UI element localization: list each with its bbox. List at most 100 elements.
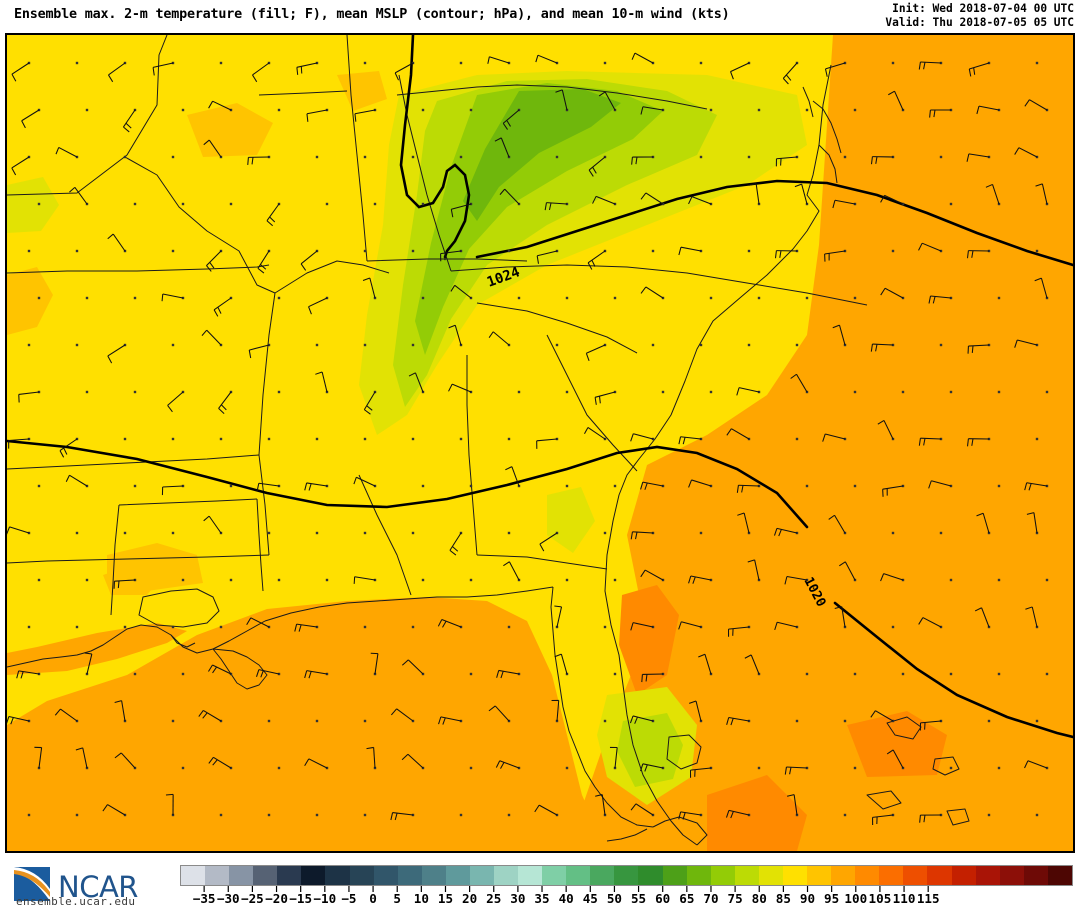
temp-fill-appalachian-core bbox=[415, 83, 663, 355]
colorbar-swatch bbox=[277, 866, 302, 885]
colorbar-swatch bbox=[855, 866, 880, 885]
grid-point bbox=[181, 766, 185, 770]
temp-fill-coastal-patch bbox=[547, 487, 595, 553]
colorbar-swatch bbox=[614, 866, 639, 885]
colorbar-swatch bbox=[421, 866, 446, 885]
grid-point bbox=[315, 531, 319, 535]
colorbar-tick-label: 45 bbox=[582, 891, 598, 906]
valid-time-stamp: Init: Wed 2018-07-04 00 UTC Valid: Thu 2… bbox=[885, 2, 1074, 29]
grid-point bbox=[507, 531, 511, 535]
grid-point bbox=[603, 625, 607, 629]
grid-point bbox=[27, 343, 31, 347]
temp-fill-appalachian-ridge bbox=[463, 89, 621, 221]
mslp-contour-1024-east bbox=[475, 179, 1073, 267]
grid-point bbox=[363, 531, 367, 535]
colorbar-tick-label: 15 bbox=[437, 891, 454, 906]
grid-point bbox=[363, 719, 367, 723]
colorbar-swatch bbox=[205, 866, 230, 885]
grid-point bbox=[939, 155, 943, 159]
grid-point bbox=[901, 390, 905, 394]
grid-point bbox=[315, 343, 319, 347]
colorbar-tick-label: 60 bbox=[655, 891, 671, 906]
grid-point bbox=[267, 719, 271, 723]
page-title: Ensemble max. 2-m temperature (fill; F),… bbox=[14, 7, 730, 22]
colorbar-swatch bbox=[518, 866, 543, 885]
colorbar-swatch bbox=[349, 866, 374, 885]
grid-point bbox=[229, 202, 233, 206]
grid-point bbox=[229, 578, 233, 582]
colorbar-swatch bbox=[542, 866, 567, 885]
grid-point bbox=[171, 343, 175, 347]
grid-point bbox=[997, 766, 1001, 770]
logo-wordmark: NCAR bbox=[58, 870, 138, 904]
logo-blue-top bbox=[14, 867, 50, 885]
site-url: ensemble.ucar.edu bbox=[16, 895, 136, 908]
grid-point bbox=[133, 296, 137, 300]
grid-point bbox=[603, 531, 607, 535]
ncar-logo[interactable]: NCAR bbox=[6, 859, 171, 911]
mslp-contour-1020-east bbox=[833, 601, 1073, 739]
grid-point bbox=[709, 108, 713, 112]
grid-point bbox=[853, 672, 857, 676]
grid-point bbox=[757, 766, 761, 770]
init-time-label: Init: Wed 2018-07-04 00 UTC bbox=[892, 2, 1074, 15]
grid-point bbox=[411, 531, 415, 535]
grid-point bbox=[613, 672, 617, 676]
temp-fill-cool-patch-w bbox=[7, 177, 59, 233]
colorbar-tick-label: −30 bbox=[216, 891, 240, 906]
grid-point bbox=[747, 343, 751, 347]
colorbar-tick-label: 80 bbox=[751, 891, 767, 906]
grid-point bbox=[469, 766, 473, 770]
temp-fill-gulf-west bbox=[7, 623, 187, 675]
grid-point bbox=[949, 672, 953, 676]
grid-point bbox=[421, 578, 425, 582]
temp-fill-atlantic bbox=[567, 35, 1073, 851]
colorbar-swatch bbox=[1023, 866, 1048, 885]
colorbar-swatch bbox=[397, 866, 422, 885]
grid-point bbox=[277, 108, 281, 112]
grid-point bbox=[85, 296, 89, 300]
grid-point bbox=[171, 155, 175, 159]
grid-point bbox=[75, 343, 79, 347]
colorbar-swatch bbox=[590, 866, 615, 885]
colorbar-tick-label: 65 bbox=[679, 891, 695, 906]
grid-point bbox=[651, 343, 655, 347]
map-panel[interactable]: 1024 1020 bbox=[5, 33, 1075, 853]
grid-point bbox=[411, 155, 415, 159]
grid-point bbox=[517, 390, 521, 394]
colorbar-swatch bbox=[951, 866, 976, 885]
temp-fill-gulf bbox=[7, 597, 607, 851]
colorbar-swatch bbox=[253, 866, 278, 885]
grid-point bbox=[229, 484, 233, 488]
colorbar-swatch bbox=[782, 866, 808, 885]
colorbar-swatch bbox=[807, 866, 832, 885]
grid-point bbox=[843, 719, 847, 723]
grid-point bbox=[75, 531, 79, 535]
colorbar-tick-label: 55 bbox=[630, 891, 647, 906]
colorbar-tick-label: 100 bbox=[844, 891, 868, 906]
grid-point bbox=[123, 625, 127, 629]
grid-point bbox=[853, 296, 857, 300]
grid-point bbox=[901, 672, 905, 676]
grid-point bbox=[709, 390, 713, 394]
grid-point bbox=[795, 719, 799, 723]
grid-point bbox=[565, 484, 569, 488]
grid-point bbox=[421, 484, 425, 488]
colorbar-tick-label: 75 bbox=[727, 891, 743, 906]
colorbar-swatch bbox=[1047, 866, 1072, 885]
grid-point bbox=[507, 625, 511, 629]
colorbar[interactable]: −35 −30 −25 −20 −15 −10 −5 0 5 10 15 20 25 30 35 40 45 50… bbox=[180, 865, 1073, 913]
grid-point bbox=[37, 484, 41, 488]
grid-point bbox=[123, 437, 127, 441]
map-canvas: 1024 1020 bbox=[7, 35, 1073, 851]
grid-point bbox=[363, 249, 367, 253]
grid-point bbox=[277, 390, 281, 394]
grid-point bbox=[123, 155, 127, 159]
grid-point bbox=[363, 437, 367, 441]
grid-point bbox=[315, 719, 319, 723]
grid-point bbox=[27, 813, 31, 817]
grid-point bbox=[805, 672, 809, 676]
colorbar-swatch bbox=[903, 866, 928, 885]
colorbar-tick-label: −15 bbox=[289, 891, 313, 906]
